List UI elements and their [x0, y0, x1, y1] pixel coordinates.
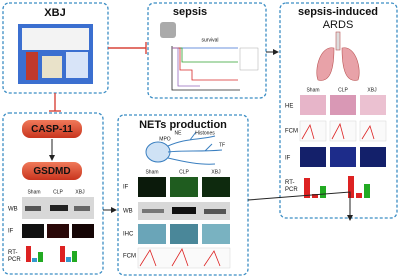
group-label: XBJ: [211, 169, 221, 175]
sepsis-title: sepsis: [173, 6, 207, 18]
survival-curve: [171, 46, 259, 91]
arrow: [103, 49, 353, 221]
gsdmd-box: [22, 162, 82, 180]
group-label: CLP: [53, 189, 63, 195]
lung-image: [316, 31, 360, 81]
row-label: IF: [285, 156, 291, 162]
chart-label: survival: [202, 37, 219, 43]
group-label: CLP: [179, 169, 189, 175]
row-label: FCM: [285, 129, 298, 135]
row-label: RT-PCR: [285, 180, 298, 193]
inhibit-arrow: [49, 42, 147, 112]
nets-images: [137, 177, 231, 269]
step-label: GSDMD: [33, 166, 70, 177]
row-label: HE: [285, 104, 293, 110]
xbj-title: XBJ: [44, 7, 65, 19]
ards-images: [299, 95, 387, 198]
ards-subtitle: ARDS: [323, 19, 354, 31]
nets-label: Histones: [195, 130, 215, 136]
row-label: FCM: [123, 254, 136, 260]
group-label: XBJ: [367, 87, 377, 93]
pyroptosis-images: [22, 197, 94, 262]
row-label: RT-PCR: [8, 250, 21, 263]
step-label: CASP-11: [31, 124, 73, 135]
group-label: XBJ: [75, 189, 85, 195]
xbj-product-image: [18, 24, 93, 84]
row-label: IF: [123, 185, 129, 191]
nets-title: NETs production: [139, 119, 227, 131]
nets-label: MPO: [159, 136, 171, 142]
row-label: WB: [123, 209, 133, 215]
row-label: IHC: [123, 232, 134, 238]
ards-title: sepsis-induced: [298, 6, 378, 18]
group-label: Sham: [306, 87, 319, 93]
nets-label: TF: [219, 142, 225, 148]
sepsis-panel: [147, 2, 267, 99]
row-label: IF: [8, 229, 14, 235]
nets-label: NE: [175, 130, 183, 136]
group-label: Sham: [145, 169, 158, 175]
mouse-icon: [160, 22, 176, 38]
group-label: CLP: [338, 87, 348, 93]
casp11-box: [22, 120, 82, 138]
neutrophil-image: [145, 131, 223, 165]
row-label: WB: [8, 207, 18, 213]
group-label: Sham: [27, 189, 40, 195]
